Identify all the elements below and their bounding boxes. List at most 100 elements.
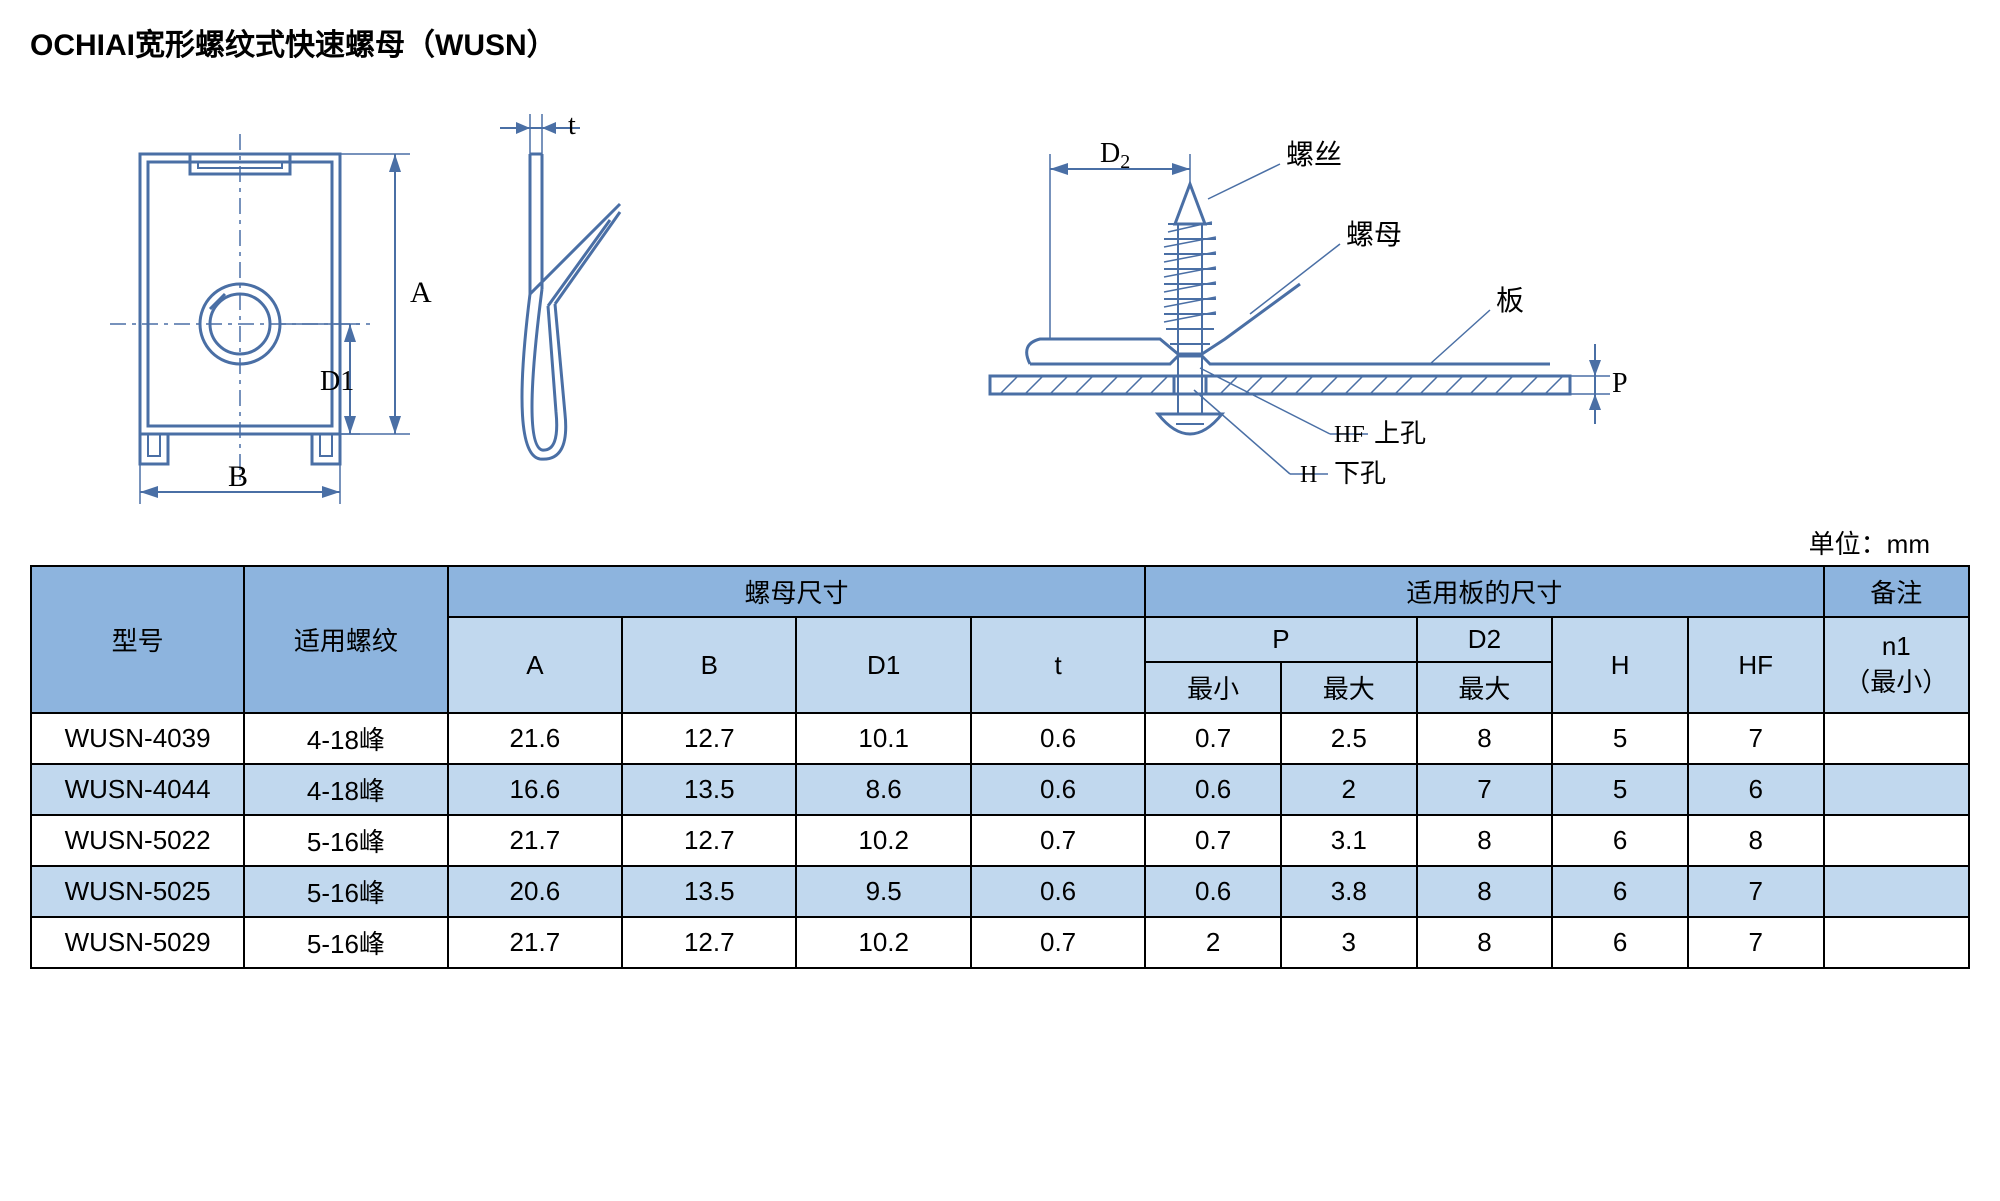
cell-Pmax: 2 [1281, 764, 1417, 815]
cell-HF: 7 [1688, 713, 1824, 764]
cell-Pmax: 3 [1281, 917, 1417, 968]
cell-D1: 10.1 [796, 713, 970, 764]
cell-model: WUSN-5029 [31, 917, 244, 968]
cell-A: 21.6 [448, 713, 622, 764]
cell-t: 0.6 [971, 713, 1145, 764]
cell-A: 20.6 [448, 866, 622, 917]
cell-thread: 4-18峰 [244, 764, 447, 815]
cell-D2max: 8 [1417, 713, 1553, 764]
cell-model: WUSN-4044 [31, 764, 244, 815]
th-remark: 备注 [1824, 566, 1969, 617]
cell-HF: 7 [1688, 866, 1824, 917]
label-B: B [228, 460, 248, 493]
page-title: OCHIAI宽形螺纹式快速螺母（WUSN） [30, 20, 1970, 64]
cell-D2max: 7 [1417, 764, 1553, 815]
cell-D2max: 8 [1417, 866, 1553, 917]
cell-n1 [1824, 764, 1969, 815]
label-nut: 螺母 [1346, 219, 1402, 251]
label-D1: D1 [320, 366, 354, 397]
th-D1: D1 [796, 617, 970, 713]
cell-H: 6 [1552, 917, 1688, 968]
cell-thread: 5-16峰 [244, 866, 447, 917]
cell-t: 0.6 [971, 866, 1145, 917]
cell-HF: 6 [1688, 764, 1824, 815]
cell-H: 5 [1552, 764, 1688, 815]
cell-model: WUSN-5022 [31, 815, 244, 866]
cell-B: 12.7 [622, 917, 796, 968]
th-plate-dims: 适用板的尺寸 [1145, 566, 1823, 617]
th-HF: HF [1688, 617, 1824, 713]
cell-t: 0.7 [971, 815, 1145, 866]
cell-H: 6 [1552, 815, 1688, 866]
cell-t: 0.6 [971, 764, 1145, 815]
th-model: 型号 [31, 566, 244, 713]
specification-table: 型号 适用螺纹 螺母尺寸 适用板的尺寸 备注 A B D1 t P D2 H H… [30, 565, 1970, 969]
cell-Pmax: 3.8 [1281, 866, 1417, 917]
cell-model: WUSN-5025 [31, 866, 244, 917]
cell-B: 12.7 [622, 815, 796, 866]
cell-Pmin: 0.7 [1145, 713, 1281, 764]
label-D2: D2 [1100, 138, 1130, 173]
cell-thread: 5-16峰 [244, 917, 447, 968]
th-nut-dims: 螺母尺寸 [448, 566, 1146, 617]
cell-D1: 8.6 [796, 764, 970, 815]
label-t: t [568, 110, 576, 141]
table-row: WUSN-50295-16峰21.712.710.20.723867 [31, 917, 1969, 968]
cell-HF: 7 [1688, 917, 1824, 968]
table-row: WUSN-40444-18峰16.613.58.60.60.62756 [31, 764, 1969, 815]
cell-D1: 10.2 [796, 917, 970, 968]
table-row: WUSN-50255-16峰20.613.59.50.60.63.8867 [31, 866, 1969, 917]
cell-A: 21.7 [448, 815, 622, 866]
table-row: WUSN-40394-18峰21.612.710.10.60.72.5857 [31, 713, 1969, 764]
th-D2max: 最大 [1417, 662, 1553, 713]
cell-n1 [1824, 713, 1969, 764]
label-HF-cn: 上孔 [1374, 419, 1426, 448]
cell-HF: 8 [1688, 815, 1824, 866]
cell-model: WUSN-4039 [31, 713, 244, 764]
unit-label: 单位：mm [30, 524, 1970, 561]
th-B: B [622, 617, 796, 713]
label-H: H [1300, 462, 1317, 488]
assembly-diagram: D2 螺丝 螺母 板 P HF 上孔 H 下孔 [930, 114, 1650, 514]
th-P: P [1145, 617, 1416, 662]
cell-B: 13.5 [622, 764, 796, 815]
table-row: WUSN-50225-16峰21.712.710.20.70.73.1868 [31, 815, 1969, 866]
th-H: H [1552, 617, 1688, 713]
th-Pmax: 最大 [1281, 662, 1417, 713]
technical-diagrams: A D1 B t [30, 94, 1970, 514]
th-n1: n1（最小） [1824, 617, 1969, 713]
cell-Pmax: 3.1 [1281, 815, 1417, 866]
cell-D1: 10.2 [796, 815, 970, 866]
label-plate: 板 [1496, 285, 1524, 317]
cell-thread: 4-18峰 [244, 713, 447, 764]
cell-n1 [1824, 917, 1969, 968]
nut-dimension-diagram: A D1 B t [70, 94, 670, 514]
cell-A: 16.6 [448, 764, 622, 815]
label-screw: 螺丝 [1286, 139, 1342, 171]
cell-Pmax: 2.5 [1281, 713, 1417, 764]
cell-H: 6 [1552, 866, 1688, 917]
cell-Pmin: 0.6 [1145, 764, 1281, 815]
table-body: WUSN-40394-18峰21.612.710.10.60.72.5857WU… [31, 713, 1969, 968]
cell-Pmin: 2 [1145, 917, 1281, 968]
th-D2: D2 [1417, 617, 1553, 662]
cell-thread: 5-16峰 [244, 815, 447, 866]
cell-n1 [1824, 815, 1969, 866]
cell-B: 13.5 [622, 866, 796, 917]
th-Pmin: 最小 [1145, 662, 1281, 713]
cell-B: 12.7 [622, 713, 796, 764]
cell-t: 0.7 [971, 917, 1145, 968]
cell-D2max: 8 [1417, 815, 1553, 866]
cell-H: 5 [1552, 713, 1688, 764]
cell-D2max: 8 [1417, 917, 1553, 968]
cell-D1: 9.5 [796, 866, 970, 917]
cell-Pmin: 0.6 [1145, 866, 1281, 917]
cell-n1 [1824, 866, 1969, 917]
label-A: A [410, 276, 432, 309]
th-thread: 适用螺纹 [244, 566, 447, 713]
label-P: P [1612, 368, 1628, 399]
label-HF: HF [1334, 422, 1365, 448]
label-H-cn: 下孔 [1334, 459, 1386, 488]
cell-A: 21.7 [448, 917, 622, 968]
cell-Pmin: 0.7 [1145, 815, 1281, 866]
